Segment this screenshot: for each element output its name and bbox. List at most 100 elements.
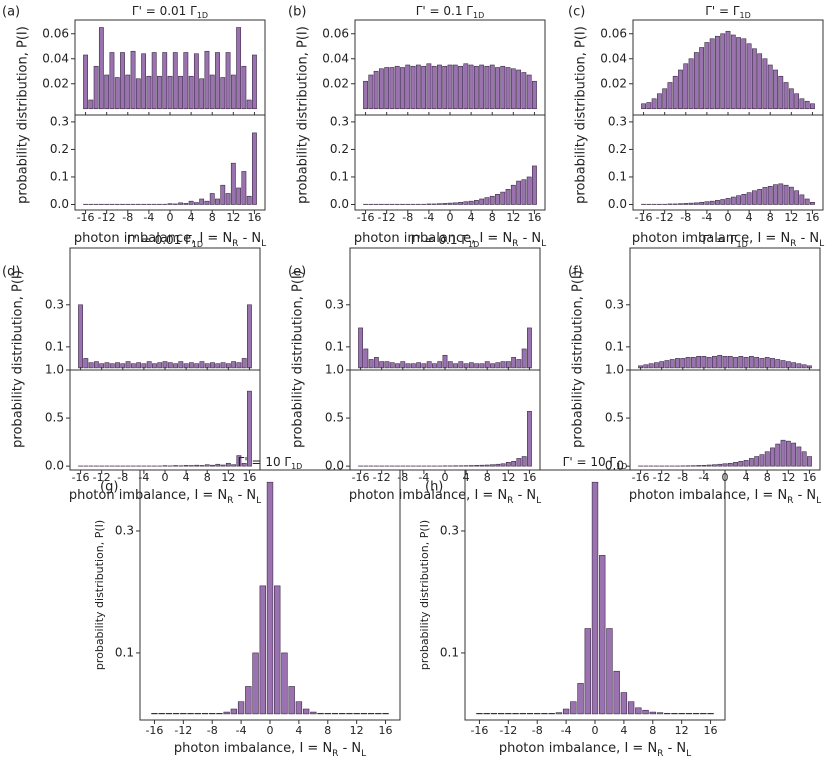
bar	[651, 98, 657, 110]
y-tick-label: 0.3	[325, 297, 344, 311]
bar	[489, 195, 495, 205]
bar	[172, 203, 178, 205]
y-tick-label: 0.0	[325, 459, 344, 473]
y-tick-label: 0.3	[440, 523, 459, 537]
y-tick-label: 0.04	[42, 51, 69, 65]
y-tick-label: 0.06	[600, 26, 627, 40]
x-axis-label-part: R	[657, 749, 663, 757]
bar	[230, 162, 236, 205]
y-tick-label: 0.1	[605, 339, 624, 353]
y-tick-label: 0.0	[605, 459, 624, 473]
bar	[804, 100, 810, 110]
bar	[799, 98, 805, 110]
y-tick-label: 0.1	[440, 645, 459, 659]
bar	[548, 712, 555, 715]
bar	[489, 64, 495, 110]
bar	[452, 64, 458, 110]
bar	[223, 711, 230, 715]
bar	[241, 171, 247, 205]
title-text: Γ' = 0.01 Γ	[132, 4, 197, 18]
bar	[360, 712, 368, 715]
bar	[500, 361, 506, 369]
x-tick-label: -8	[402, 211, 413, 224]
bar	[690, 357, 696, 369]
bar	[767, 186, 773, 205]
bar	[167, 362, 173, 369]
x-tick-label: 16	[379, 724, 393, 737]
bar	[785, 361, 791, 369]
bar	[526, 712, 534, 715]
bar	[141, 53, 147, 110]
bar	[701, 464, 707, 467]
panel-label: (f)	[568, 265, 583, 280]
bar	[215, 198, 220, 205]
y-tick-label: 0.3	[50, 114, 69, 128]
x-tick-label: 16	[805, 211, 819, 224]
bar	[375, 712, 382, 715]
y-tick-label: 1.0	[45, 363, 64, 377]
bar	[785, 440, 791, 467]
bar	[526, 176, 532, 205]
bar	[693, 202, 699, 205]
bar	[526, 74, 532, 110]
bar	[510, 184, 516, 205]
bar	[757, 189, 763, 205]
title-subscript: 1D	[291, 462, 302, 471]
bar	[648, 363, 654, 369]
bar	[437, 64, 442, 110]
panel-label: (d)	[2, 265, 20, 280]
bar	[696, 356, 702, 369]
x-tick-label: 12	[501, 471, 515, 484]
bar	[738, 461, 744, 467]
bar	[416, 362, 422, 369]
x-tick-label: -4	[561, 724, 572, 737]
bar	[220, 77, 226, 110]
x-axis-label-part: photon imbalance, I = N	[629, 488, 787, 503]
bar	[447, 202, 453, 205]
bar	[178, 202, 183, 205]
bar	[215, 363, 221, 369]
bar	[743, 460, 749, 467]
bar	[172, 52, 178, 110]
bar	[447, 361, 453, 369]
axes-frame	[69, 369, 261, 471]
bar	[693, 52, 699, 110]
bar	[266, 481, 274, 715]
x-axis-label-part: L	[686, 749, 691, 757]
y-tick-label: 0.1	[608, 169, 627, 183]
bar	[358, 327, 363, 369]
y-tick-label: 0.0	[330, 197, 349, 211]
bar	[468, 362, 474, 369]
bar	[209, 712, 216, 715]
bar	[505, 361, 511, 369]
bar	[452, 202, 458, 205]
panel-label: (h)	[425, 480, 443, 495]
x-tick-label: -16	[635, 211, 653, 224]
x-tick-label: -4	[143, 211, 154, 224]
bar	[204, 200, 210, 205]
bar	[317, 712, 324, 715]
bar	[484, 361, 490, 369]
y-tick-label: 0.5	[605, 411, 624, 425]
bar	[204, 50, 210, 110]
bar	[775, 359, 781, 369]
x-tick-label: 4	[746, 211, 753, 224]
bar	[468, 64, 474, 110]
x-tick-label: 12	[221, 471, 235, 484]
bar	[394, 65, 400, 110]
x-tick-label: 4	[295, 724, 302, 737]
x-tick-label: -8	[397, 471, 408, 484]
y-axis-label: probability distribution, P(I)	[11, 270, 26, 448]
y-tick-label: 0.3	[45, 297, 64, 311]
bar	[780, 360, 786, 369]
bar	[162, 52, 168, 110]
bar	[748, 458, 754, 467]
bar	[210, 362, 215, 369]
bar	[88, 362, 94, 369]
bar	[764, 357, 770, 369]
x-tick-label: 4	[743, 471, 750, 484]
bar	[722, 356, 728, 369]
